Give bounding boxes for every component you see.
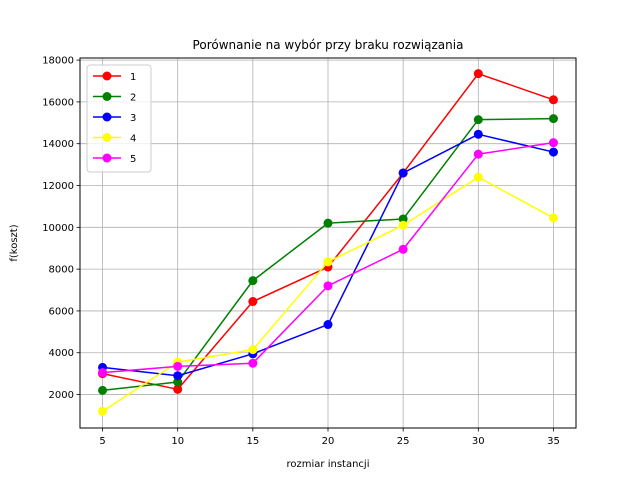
legend-label: 4 xyxy=(130,134,136,145)
data-point xyxy=(398,220,408,230)
data-point xyxy=(398,168,408,178)
legend-marker xyxy=(102,71,112,81)
legend-item: 5 xyxy=(93,153,136,165)
data-point xyxy=(173,384,183,394)
data-point xyxy=(548,114,558,124)
legend-item: 4 xyxy=(93,133,136,145)
data-point xyxy=(473,172,483,182)
data-point xyxy=(248,276,258,286)
y-tick-label: 14000 xyxy=(42,139,74,150)
x-tick-label: 5 xyxy=(99,436,105,447)
data-point xyxy=(98,406,108,416)
data-point xyxy=(548,213,558,223)
data-point xyxy=(323,218,333,228)
data-point xyxy=(248,345,258,355)
series-5 xyxy=(98,138,558,378)
legend-item: 3 xyxy=(93,112,136,124)
data-point xyxy=(323,281,333,291)
data-point xyxy=(473,129,483,139)
series-layer xyxy=(98,69,558,416)
legend-label: 5 xyxy=(130,154,136,165)
y-tick-label: 10000 xyxy=(42,223,74,234)
legend-box xyxy=(86,64,152,173)
data-point xyxy=(98,368,108,378)
legend: 1 2 3 4 5 xyxy=(86,64,152,173)
data-point xyxy=(323,320,333,330)
data-point xyxy=(248,297,258,307)
x-tick-label: 20 xyxy=(322,436,335,447)
series-2 xyxy=(98,114,558,395)
x-tick-label: 10 xyxy=(171,436,184,447)
x-tick-label: 30 xyxy=(472,436,485,447)
y-tick-label: 6000 xyxy=(49,306,74,317)
legend-marker xyxy=(102,112,112,122)
y-axis-label: f(koszt) xyxy=(9,224,20,261)
data-point xyxy=(398,214,408,224)
legend-item: 1 xyxy=(93,71,136,83)
legend-label: 1 xyxy=(130,72,136,83)
data-point xyxy=(98,385,108,395)
data-point xyxy=(473,115,483,125)
data-point xyxy=(173,377,183,387)
legend-item: 2 xyxy=(93,92,136,104)
data-point xyxy=(473,69,483,79)
y-tick-label: 2000 xyxy=(49,390,74,401)
data-point xyxy=(248,358,258,368)
y-tick-label: 12000 xyxy=(42,181,74,192)
x-axis-label: rozmiar instancji xyxy=(287,459,370,470)
data-point xyxy=(398,244,408,254)
legend-marker xyxy=(102,92,112,101)
chart-title: Porównanie na wybór przy braku rozwiązan… xyxy=(193,38,464,52)
x-tick-label: 15 xyxy=(246,436,259,447)
y-axis-ticks: 2000 4000 6000 8000 10000 12000 14000 16000 1800… xyxy=(42,56,80,401)
data-point xyxy=(548,95,558,105)
y-tick-label: 16000 xyxy=(42,97,74,108)
y-tick-label: 18000 xyxy=(42,56,74,67)
y-tick-label: 8000 xyxy=(49,265,74,276)
data-point xyxy=(173,371,183,381)
data-point xyxy=(173,361,183,371)
data-point xyxy=(473,149,483,159)
data-point xyxy=(323,257,333,267)
x-tick-label: 25 xyxy=(397,436,410,447)
x-axis-ticks: 5 10 15 20 25 30 35 xyxy=(99,428,560,447)
x-tick-label: 35 xyxy=(547,436,560,447)
data-point xyxy=(548,138,558,148)
data-point xyxy=(548,147,558,157)
legend-label: 3 xyxy=(130,113,136,124)
y-tick-label: 4000 xyxy=(49,348,74,359)
legend-marker xyxy=(102,153,112,163)
legend-marker xyxy=(102,133,112,142)
legend-label: 2 xyxy=(130,93,136,104)
